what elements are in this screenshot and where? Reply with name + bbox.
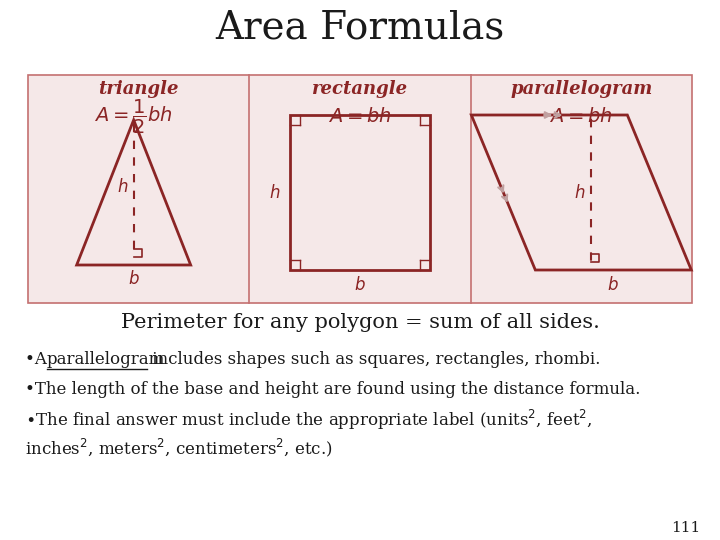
Text: 111: 111 bbox=[671, 521, 700, 535]
Text: $b$: $b$ bbox=[127, 270, 140, 288]
Text: $h$: $h$ bbox=[117, 179, 129, 197]
Text: $b$: $b$ bbox=[354, 276, 366, 294]
Text: •A: •A bbox=[25, 352, 52, 368]
Text: inches$^2$, meters$^2$, centimeters$^2$, etc.): inches$^2$, meters$^2$, centimeters$^2$,… bbox=[25, 437, 333, 459]
Text: Perimeter for any polygon = sum of all sides.: Perimeter for any polygon = sum of all s… bbox=[120, 314, 600, 333]
Text: includes shapes such as squares, rectangles, rhombi.: includes shapes such as squares, rectang… bbox=[147, 352, 600, 368]
Text: $\bullet$The final answer must include the appropriate label (units$^2$, feet$^2: $\bullet$The final answer must include t… bbox=[25, 408, 593, 432]
Bar bbox=[290, 115, 430, 270]
Text: $h$: $h$ bbox=[574, 184, 585, 201]
Text: Area Formulas: Area Formulas bbox=[215, 10, 505, 46]
Bar bbox=[28, 75, 692, 303]
Text: triangle: triangle bbox=[99, 80, 179, 98]
Text: parallelogram: parallelogram bbox=[510, 80, 652, 98]
Text: $h$: $h$ bbox=[269, 184, 280, 201]
Text: $A=\dfrac{1}{2}bh$: $A=\dfrac{1}{2}bh$ bbox=[94, 98, 173, 136]
Text: •The length of the base and height are found using the distance formula.: •The length of the base and height are f… bbox=[25, 381, 640, 399]
Text: $A = bh$: $A = bh$ bbox=[328, 107, 392, 126]
Text: parallelogram: parallelogram bbox=[47, 352, 166, 368]
Text: $b$: $b$ bbox=[608, 276, 619, 294]
Text: rectangle: rectangle bbox=[312, 80, 408, 98]
Text: $A = bh$: $A = bh$ bbox=[549, 107, 613, 126]
